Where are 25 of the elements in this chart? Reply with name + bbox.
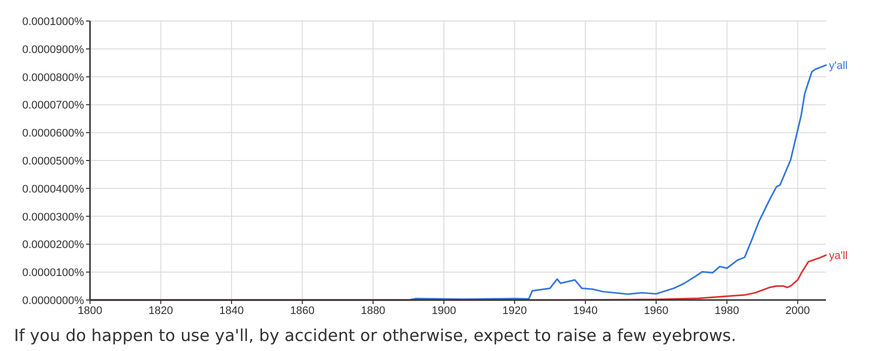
x-tick-label: 1960 <box>644 305 668 317</box>
x-tick-label: 1860 <box>290 305 315 317</box>
y-tick-label: 0.0000000% <box>22 295 84 307</box>
series-label: y'all <box>829 60 848 72</box>
y-tick-label: 0.0000300% <box>22 211 84 224</box>
x-tick-label: 1840 <box>219 305 244 317</box>
y-tick-label: 0.0000400% <box>22 183 84 196</box>
y-tick-label: 0.0000900% <box>22 44 84 56</box>
y-tick-label: 0.0001000% <box>22 16 84 28</box>
y-tick-label: 0.0000200% <box>22 239 84 252</box>
x-tick-label: 1900 <box>432 305 456 317</box>
x-tick-label: 1880 <box>360 305 386 317</box>
y-tick-label: 0.0000800% <box>22 72 84 84</box>
x-tick-label: 1800 <box>78 305 102 317</box>
series-label: ya'll <box>829 250 848 262</box>
x-tick-label: 1980 <box>714 305 740 317</box>
y-tick-label: 0.0000700% <box>22 100 84 112</box>
x-tick-label: 2000 <box>785 305 810 317</box>
x-tick-label: 1940 <box>573 305 598 317</box>
text: If you do happen to use ya'll, by accident or otherwise, expect to raise a few eyebrows. <box>14 326 736 345</box>
x-tick-label: 1920 <box>502 305 527 317</box>
y-tick-label: 0.0000600% <box>22 128 84 140</box>
y-tick-label: 0.0000500% <box>22 156 84 168</box>
x-tick-label: 1820 <box>148 305 174 317</box>
y-tick-label: 0.0000100% <box>22 267 84 280</box>
